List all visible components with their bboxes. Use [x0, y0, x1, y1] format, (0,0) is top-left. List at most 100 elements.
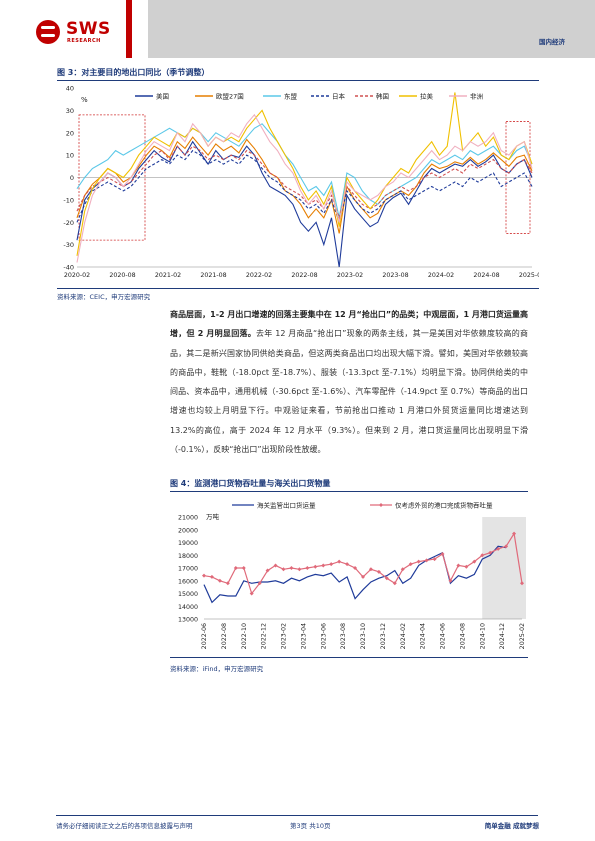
series-marker [209, 574, 214, 579]
series-marker [408, 562, 413, 567]
x-tick-label: 2023-02 [337, 272, 363, 279]
paragraph-lead: 商品层面，1-2 月出口增速的回落主要集中在 12 月“抢出口”的品类；中观层面… [170, 310, 528, 339]
x-tick-label: 2024-08 [473, 272, 499, 279]
series-marker [384, 576, 389, 581]
x-tick-label: 2021-02 [155, 272, 181, 279]
unit-label: % [81, 96, 88, 104]
series-marker [265, 568, 270, 573]
legend-marker [379, 503, 383, 507]
y-tick-label: 20000 [178, 527, 198, 534]
y-tick-label: 17000 [178, 566, 198, 573]
series-marker [273, 563, 278, 568]
series-marker [217, 578, 222, 583]
x-tick-label: 2020-02 [64, 272, 90, 279]
x-tick-label: 2023-08 [340, 623, 347, 649]
series-marker [281, 567, 286, 572]
legend-label: 东盟 [284, 92, 298, 101]
logo-subtext: RESEARCH [67, 38, 101, 44]
series-marker [464, 564, 469, 569]
series-marker [504, 544, 509, 549]
series-line-1 [76, 136, 533, 234]
series-marker [257, 581, 262, 586]
series-marker [392, 581, 397, 586]
x-tick-label: 2023-04 [300, 623, 307, 649]
legend-label: 韩国 [376, 92, 389, 101]
series-marker [321, 563, 326, 568]
x-tick-label: 2024-02 [400, 623, 407, 649]
x-tick-label: 2023-12 [380, 623, 387, 649]
x-tick-label: 2023-02 [281, 623, 288, 649]
header-band: 国内经济 [148, 0, 595, 58]
section-tag: 国内经济 [539, 38, 565, 46]
series-marker [225, 581, 230, 586]
series-marker [202, 573, 206, 578]
logo: SWS RESEARCH [14, 0, 126, 58]
figure3-bottom-rule [57, 288, 539, 289]
y-tick-label: 16000 [178, 578, 198, 585]
y-tick-label: -30 [63, 241, 74, 249]
x-tick-label: 2022-02 [246, 272, 272, 279]
series-marker [448, 578, 453, 583]
series-line-0 [76, 140, 533, 268]
figure4-source: 资料来源：iFind，申万宏源研究 [170, 665, 264, 673]
series-marker [249, 591, 254, 596]
y-tick-label: 30 [66, 107, 74, 115]
paragraph-text: 去年 12 月商品“抢出口”现象的两条主线，其一是美国对华依赖度较高的商品，其二… [170, 329, 528, 455]
series-marker [480, 553, 485, 558]
figure3-title: 图 3：对主要目的地出口同比（季节调整） [57, 68, 210, 77]
figure3-source: 资料来源：CEIC，申万宏源研究 [57, 293, 151, 301]
series-line-4 [76, 145, 533, 220]
series-marker [472, 559, 477, 564]
series-marker [329, 562, 334, 567]
series-marker [313, 564, 318, 569]
x-tick-label: 2024-04 [420, 623, 427, 649]
legend-label: 仅考虑外贸的港口完成货物吞吐量 [395, 501, 493, 510]
unit-label: 万吨 [206, 512, 220, 521]
y-tick-label: 0 [70, 174, 74, 182]
figure3-top-rule [57, 80, 539, 81]
y-tick-label: 10 [66, 152, 74, 160]
x-tick-label: 2021-08 [200, 272, 226, 279]
footer-rule [56, 815, 538, 816]
series-marker [488, 550, 493, 555]
series-marker [456, 563, 461, 568]
y-tick-label: -40 [63, 264, 74, 272]
figure4-title: 图 4：监测港口货物吞吐量与海关出口货物量 [170, 479, 331, 488]
body-paragraph: 商品层面，1-2 月出口增速的回落主要集中在 12 月“抢出口”的品类；中观层面… [170, 305, 528, 459]
footer-slogan: 简单金融 成就梦想 [484, 822, 539, 830]
y-tick-label: 13000 [178, 617, 198, 624]
x-tick-label: 2022-12 [261, 623, 268, 649]
logo-mark-icon [36, 20, 60, 44]
highlight-box-end [505, 121, 531, 234]
series-marker [432, 557, 437, 562]
y-tick-label: 18000 [178, 553, 198, 560]
logo-accent-bar [126, 0, 132, 58]
footer-disclaimer: 请务必仔细阅读正文之后的各项信息披露与声明 [56, 822, 193, 830]
series-marker [241, 566, 246, 570]
y-tick-label: 20 [66, 129, 74, 137]
x-tick-label: 2023-10 [360, 623, 367, 649]
x-tick-label: 2024-12 [499, 623, 506, 649]
x-tick-label: 2023-06 [320, 623, 327, 649]
y-tick-label: 40 [66, 85, 74, 93]
series-marker [424, 558, 429, 563]
figure4-bottom-rule [170, 657, 528, 658]
figure4-chart: 21000 20000 19000 18000 17000 16000 15000 14000… [178, 501, 526, 649]
series-marker [368, 567, 373, 572]
x-tick-label: 2024-06 [440, 623, 447, 649]
legend-label: 日本 [332, 92, 346, 101]
y-tick-label: -10 [63, 196, 74, 204]
x-tick-label: 2025-02 [519, 272, 539, 279]
series-marker [416, 559, 421, 564]
figure4-top-rule [170, 491, 528, 492]
legend-label: 欧盟27国 [216, 92, 244, 101]
logo-text: SWS [66, 19, 111, 39]
shaded-region [482, 517, 526, 619]
footer-page-number: 第3页 共10页 [290, 822, 331, 830]
series-marker [496, 546, 501, 551]
series-marker [297, 567, 302, 572]
legend-label: 拉美 [420, 92, 434, 101]
series-line-5 [76, 92, 533, 256]
series-marker [353, 566, 358, 570]
legend-label: 非洲 [470, 92, 483, 101]
